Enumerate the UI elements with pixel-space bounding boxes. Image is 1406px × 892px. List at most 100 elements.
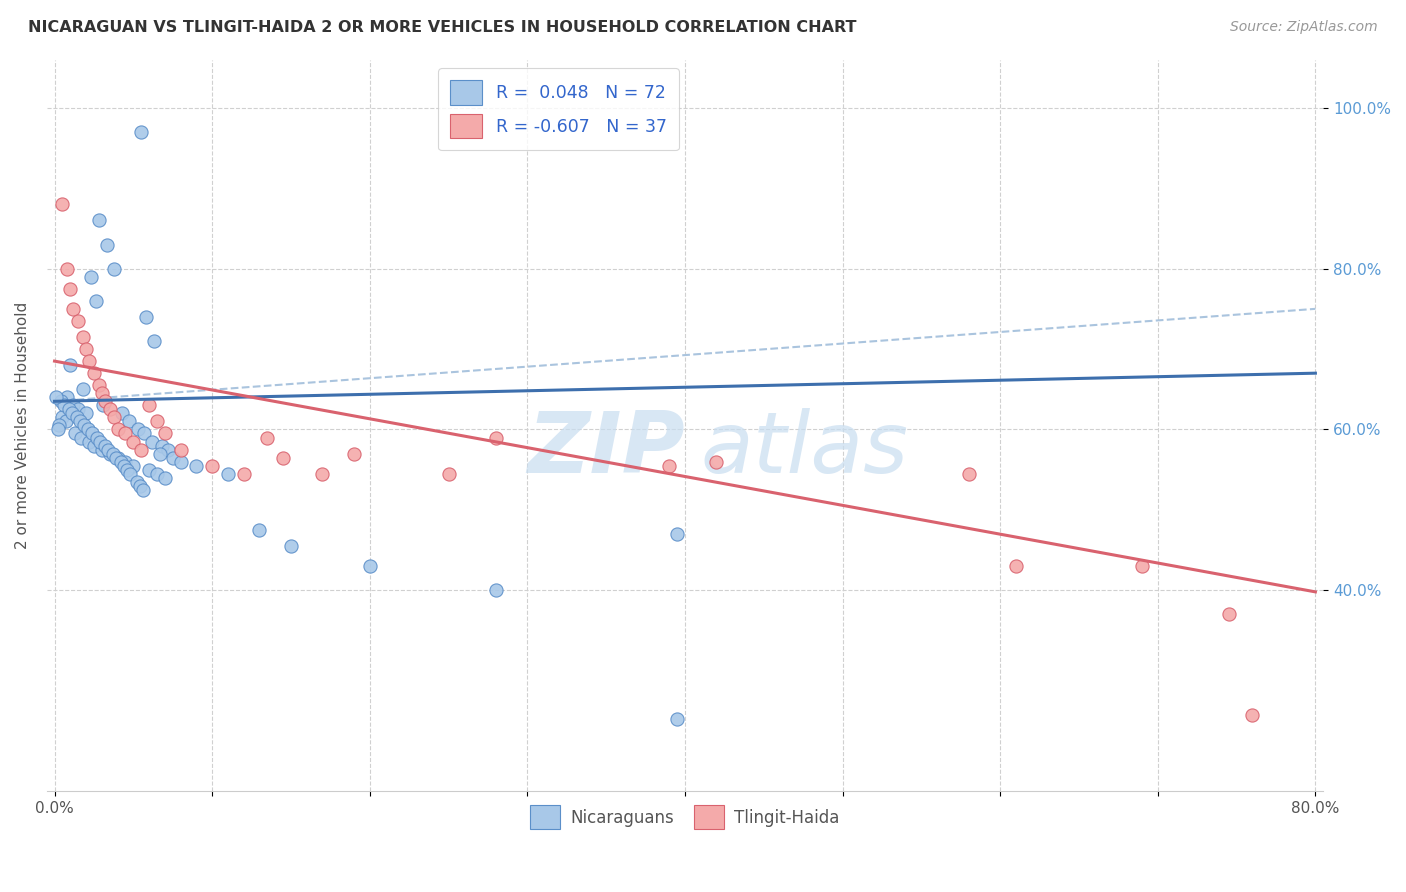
Point <box>256 430 278 444</box>
Point <box>437 467 460 481</box>
Point <box>84 293 107 308</box>
Point <box>186 458 208 473</box>
Point <box>60 406 83 420</box>
Point <box>59 358 82 372</box>
Point <box>150 438 173 452</box>
Point <box>153 471 176 485</box>
Point <box>103 410 125 425</box>
Point <box>83 438 105 452</box>
Point <box>77 434 100 449</box>
Point <box>90 386 112 401</box>
Point <box>59 282 82 296</box>
Point <box>138 463 160 477</box>
Point <box>101 446 124 460</box>
Point <box>134 426 156 441</box>
Legend: Nicaraguans, Tlingit-Haida: Nicaraguans, Tlingit-Haida <box>524 798 846 836</box>
Point <box>111 406 134 420</box>
Point <box>141 434 163 449</box>
Point <box>114 426 136 441</box>
Point <box>94 438 117 452</box>
Point <box>129 125 152 139</box>
Point <box>73 418 96 433</box>
Point <box>666 712 689 726</box>
Point <box>120 467 142 481</box>
Point <box>122 458 145 473</box>
Point <box>146 414 169 428</box>
Point <box>957 467 980 481</box>
Point <box>63 426 86 441</box>
Y-axis label: 2 or more Vehicles in Household: 2 or more Vehicles in Household <box>15 301 30 549</box>
Point <box>201 458 224 473</box>
Point <box>82 426 104 441</box>
Point <box>107 450 129 465</box>
Text: NICARAGUAN VS TLINGIT-HAIDA 2 OR MORE VEHICLES IN HOUSEHOLD CORRELATION CHART: NICARAGUAN VS TLINGIT-HAIDA 2 OR MORE VE… <box>28 20 856 35</box>
Point <box>1005 559 1028 574</box>
Point <box>271 450 294 465</box>
Point <box>1241 707 1264 722</box>
Point <box>96 237 118 252</box>
Point <box>80 269 103 284</box>
Point <box>70 430 93 444</box>
Point <box>51 197 73 211</box>
Point <box>62 398 84 412</box>
Point <box>56 390 79 404</box>
Point <box>93 398 115 412</box>
Point <box>72 330 94 344</box>
Point <box>86 430 108 444</box>
Point <box>162 450 184 465</box>
Point <box>311 467 333 481</box>
Point <box>125 475 148 489</box>
Point <box>169 455 191 469</box>
Point <box>153 426 176 441</box>
Point <box>666 527 689 541</box>
Point <box>146 467 169 481</box>
Point <box>117 414 139 428</box>
Text: Source: ZipAtlas.com: Source: ZipAtlas.com <box>1230 20 1378 34</box>
Point <box>359 559 381 574</box>
Point <box>75 406 97 420</box>
Point <box>94 394 117 409</box>
Point <box>76 422 98 436</box>
Text: ZIP: ZIP <box>527 408 685 491</box>
Point <box>75 342 97 356</box>
Text: atlas: atlas <box>700 408 908 491</box>
Point <box>127 422 149 436</box>
Point <box>217 467 239 481</box>
Point <box>67 314 90 328</box>
Point <box>48 418 70 433</box>
Point <box>83 366 105 380</box>
Point <box>485 430 508 444</box>
Point <box>89 434 111 449</box>
Point <box>232 467 254 481</box>
Point <box>53 398 76 412</box>
Point <box>1130 559 1153 574</box>
Point <box>658 458 681 473</box>
Point <box>62 301 84 316</box>
Point <box>98 402 121 417</box>
Point <box>122 434 145 449</box>
Point <box>135 310 157 324</box>
Point <box>51 410 73 425</box>
Point <box>485 583 508 598</box>
Point <box>45 390 67 404</box>
Point <box>149 446 172 460</box>
Point <box>90 442 112 457</box>
Point <box>142 334 165 348</box>
Point <box>67 402 90 417</box>
Point <box>128 479 150 493</box>
Point <box>105 450 128 465</box>
Point <box>97 442 120 457</box>
Point <box>98 446 121 460</box>
Point <box>58 402 80 417</box>
Point <box>110 455 132 469</box>
Point <box>114 455 136 469</box>
Point <box>77 354 100 368</box>
Point <box>87 213 110 227</box>
Point <box>56 261 79 276</box>
Point <box>55 414 77 428</box>
Point <box>103 261 125 276</box>
Point <box>72 382 94 396</box>
Point <box>157 442 180 457</box>
Point <box>107 422 129 436</box>
Point <box>46 422 69 436</box>
